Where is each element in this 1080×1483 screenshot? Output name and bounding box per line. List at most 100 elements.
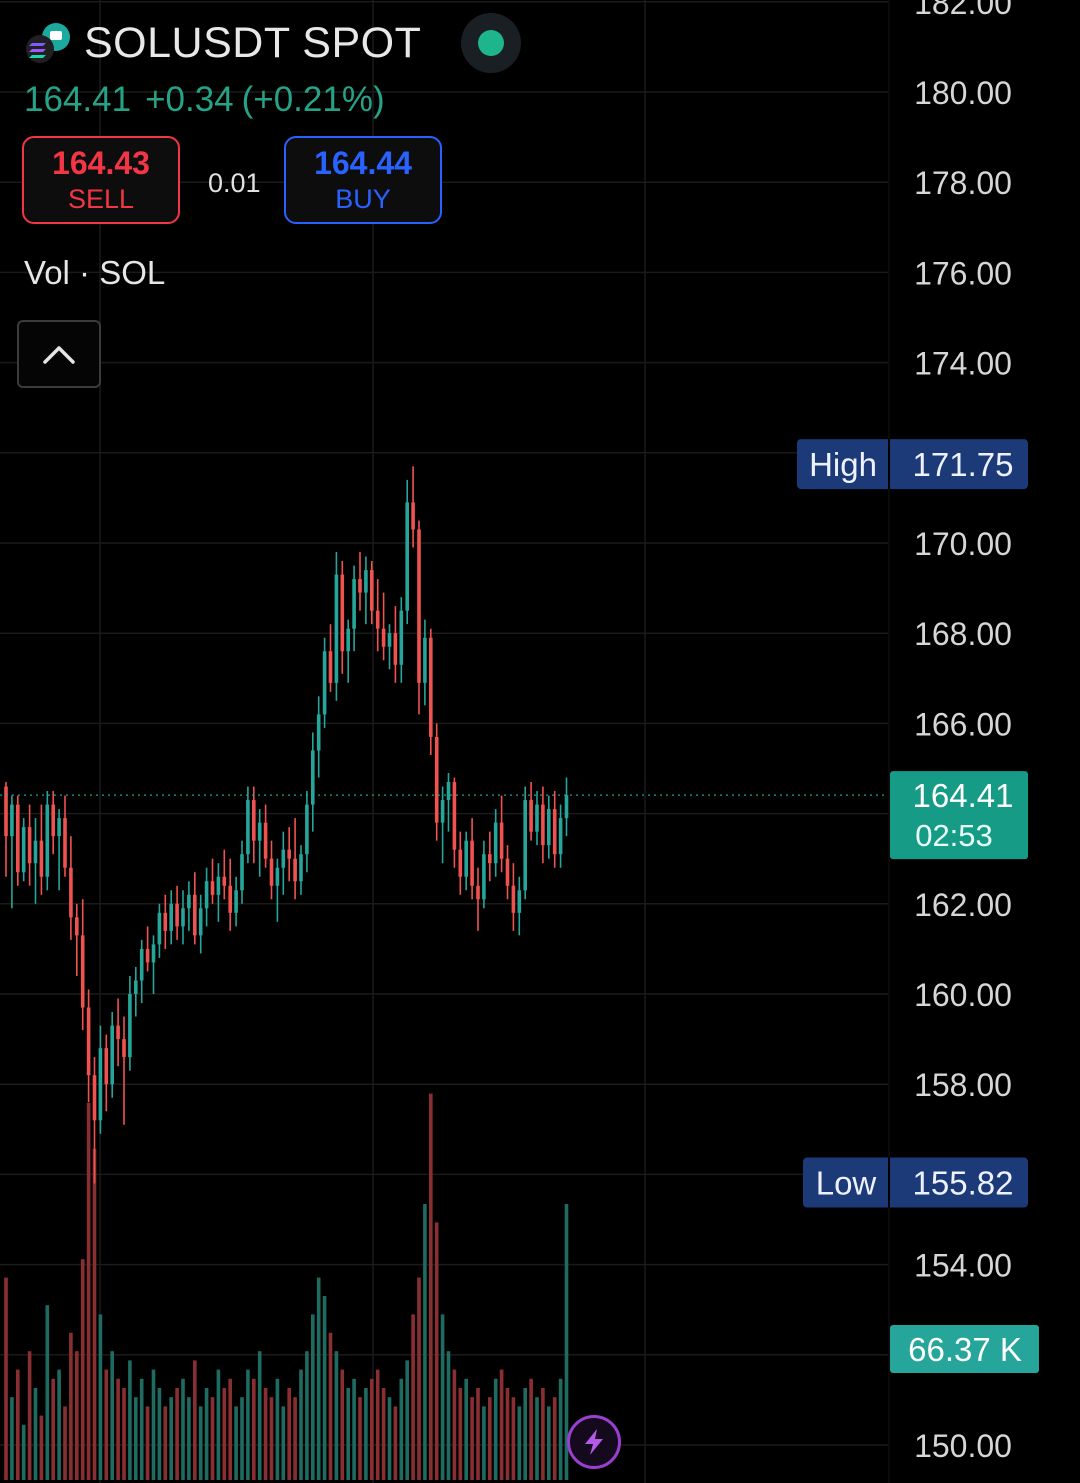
candlestick: [157, 903, 162, 958]
volume-bar: [122, 1388, 126, 1480]
volume-bar: [399, 1378, 404, 1480]
candlestick: [381, 592, 386, 661]
volume-bar: [311, 1314, 315, 1480]
candlestick: [405, 479, 409, 625]
candlestick: [16, 795, 20, 886]
candlestick: [45, 791, 50, 891]
volume-bar: [346, 1388, 350, 1480]
volume-bar: [222, 1388, 227, 1480]
volume-bar: [381, 1388, 386, 1480]
volume-bar: [163, 1406, 168, 1480]
market-open-dot-icon: [478, 30, 505, 56]
candlestick: [80, 899, 85, 1031]
marker-label: High: [809, 446, 877, 483]
buy-button[interactable]: 164.44 BUY: [284, 136, 442, 224]
volume-bar: [511, 1397, 516, 1480]
candlestick: [181, 890, 185, 945]
volume-bar: [57, 1369, 61, 1480]
volume-bar: [110, 1351, 114, 1480]
volume-bar: [157, 1388, 162, 1480]
candlestick: [92, 1057, 97, 1184]
volume-bar: [80, 1259, 85, 1480]
volume-bar: [216, 1369, 221, 1480]
candlestick: [33, 818, 38, 904]
candlestick: [446, 773, 451, 832]
volume-bar: [446, 1351, 451, 1480]
price-axis-label: 154.00: [914, 1248, 1012, 1284]
volume-bar: [128, 1360, 132, 1480]
candlestick: [558, 804, 563, 868]
volume-bar: [151, 1369, 156, 1480]
candlestick: [517, 876, 522, 936]
volume-bar: [198, 1406, 203, 1480]
volume-bar: [69, 1332, 73, 1480]
sell-button[interactable]: 164.43 SELL: [22, 136, 180, 224]
volume-bar: [488, 1397, 492, 1480]
volume-bar: [134, 1397, 138, 1480]
volume-bar: [252, 1378, 256, 1480]
volume-indicator-label[interactable]: Vol · SOL: [24, 254, 166, 291]
candlestick: [275, 858, 280, 922]
volume-bar: [169, 1397, 173, 1480]
candlestick: [116, 998, 120, 1067]
volume-bar: [364, 1388, 368, 1480]
candlestick: [246, 786, 250, 864]
volume-bar: [517, 1406, 522, 1480]
candlestick: [122, 1016, 126, 1125]
volume-badge: 66.37 K: [890, 1325, 1039, 1373]
candlestick: [257, 809, 262, 877]
volume-bar: [564, 1204, 569, 1480]
volume-bar: [411, 1314, 415, 1480]
candlestick: [417, 520, 421, 715]
candlestick: [393, 606, 398, 683]
candlestick: [169, 890, 173, 945]
candlestick: [564, 777, 569, 837]
volume-bar: [51, 1378, 55, 1480]
marker-value: 155.82: [913, 1165, 1014, 1202]
volume-bar: [328, 1332, 333, 1480]
buy-label: BUY: [335, 184, 391, 214]
volume-bar: [257, 1351, 262, 1480]
quick-trade-button[interactable]: [567, 1415, 621, 1469]
price-axis-label: 174.00: [914, 346, 1012, 382]
price-axis-label: 178.00: [914, 165, 1012, 201]
candlestick: [110, 1012, 114, 1098]
candlestick: [269, 840, 274, 900]
volume-badge-value: 66.37 K: [908, 1331, 1022, 1368]
candlestick: [145, 926, 150, 972]
solana-logo-icon: [22, 19, 78, 67]
candlestick: [452, 777, 457, 868]
volume-bar: [75, 1351, 79, 1480]
volume-bar: [541, 1388, 545, 1480]
volume-bar: [187, 1397, 191, 1480]
volume-bar: [499, 1369, 504, 1480]
candlestick: [352, 565, 356, 652]
volume-bar: [405, 1360, 409, 1480]
candlestick: [151, 935, 156, 994]
collapse-legend-button[interactable]: [17, 320, 101, 388]
candlestick: [387, 624, 392, 670]
volume-bar: [352, 1378, 356, 1480]
volume-bar: [287, 1388, 291, 1480]
volume-bar: [417, 1277, 421, 1480]
volume-bar: [293, 1397, 297, 1480]
price-axis-label: 160.00: [914, 977, 1012, 1013]
price-axis-label: 180.00: [914, 75, 1012, 111]
candlestick: [364, 556, 368, 625]
candlestick: [552, 791, 557, 868]
volume-bar: [464, 1378, 468, 1480]
volume-bar: [476, 1388, 480, 1480]
volume-bar: [63, 1406, 67, 1480]
candlestick: [399, 597, 404, 683]
volume-bar: [370, 1378, 374, 1480]
volume-bar: [98, 1314, 103, 1480]
volume-bar: [145, 1406, 150, 1480]
symbol-header[interactable]: SOLUSDT SPOT: [22, 13, 522, 73]
volume-bar: [181, 1378, 185, 1480]
candlestick: [216, 863, 221, 922]
volume-bar: [33, 1388, 38, 1480]
candlestick: [10, 795, 14, 909]
candlestick: [476, 867, 480, 931]
candlestick: [358, 552, 362, 611]
